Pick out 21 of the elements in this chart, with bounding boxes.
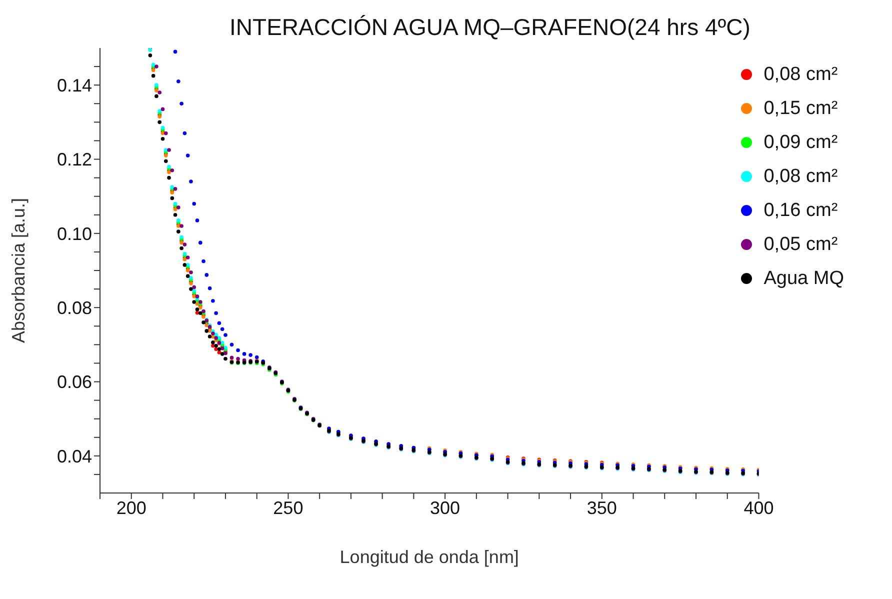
- y-tick-label: 0.04: [56, 446, 92, 466]
- legend-label: 0,08 cm²: [764, 64, 838, 85]
- x-tick-label: 300: [430, 498, 460, 518]
- y-tick-label: 0.10: [56, 224, 92, 244]
- y-tick-label: 0.08: [56, 298, 92, 318]
- legend-label: Agua MQ: [764, 268, 844, 289]
- x-tick-label: 250: [273, 498, 304, 518]
- legend-label: 0,09 cm²: [764, 132, 838, 153]
- chart-title: INTERACCIÓN AGUA MQ–GRAFENO(24 hrs 4ºC): [228, 14, 752, 41]
- y-axis-title: Absorbancia [a.u.]: [8, 198, 28, 344]
- y-tick-label: 0.06: [56, 372, 92, 392]
- legend-label: 0,16 cm²: [764, 200, 838, 221]
- legend-label: 0,08 cm²: [764, 166, 838, 187]
- legend-label: 0,15 cm²: [764, 98, 838, 119]
- x-axis-title: Longitud de onda [nm]: [340, 547, 519, 567]
- x-tick-label: 350: [586, 498, 617, 518]
- x-tick-label: 400: [744, 498, 774, 518]
- y-tick-label: 0.14: [56, 75, 92, 96]
- y-tick-label: 0.12: [56, 150, 92, 170]
- x-tick-label: 200: [116, 498, 146, 518]
- legend-label: 0,05 cm²: [764, 234, 838, 255]
